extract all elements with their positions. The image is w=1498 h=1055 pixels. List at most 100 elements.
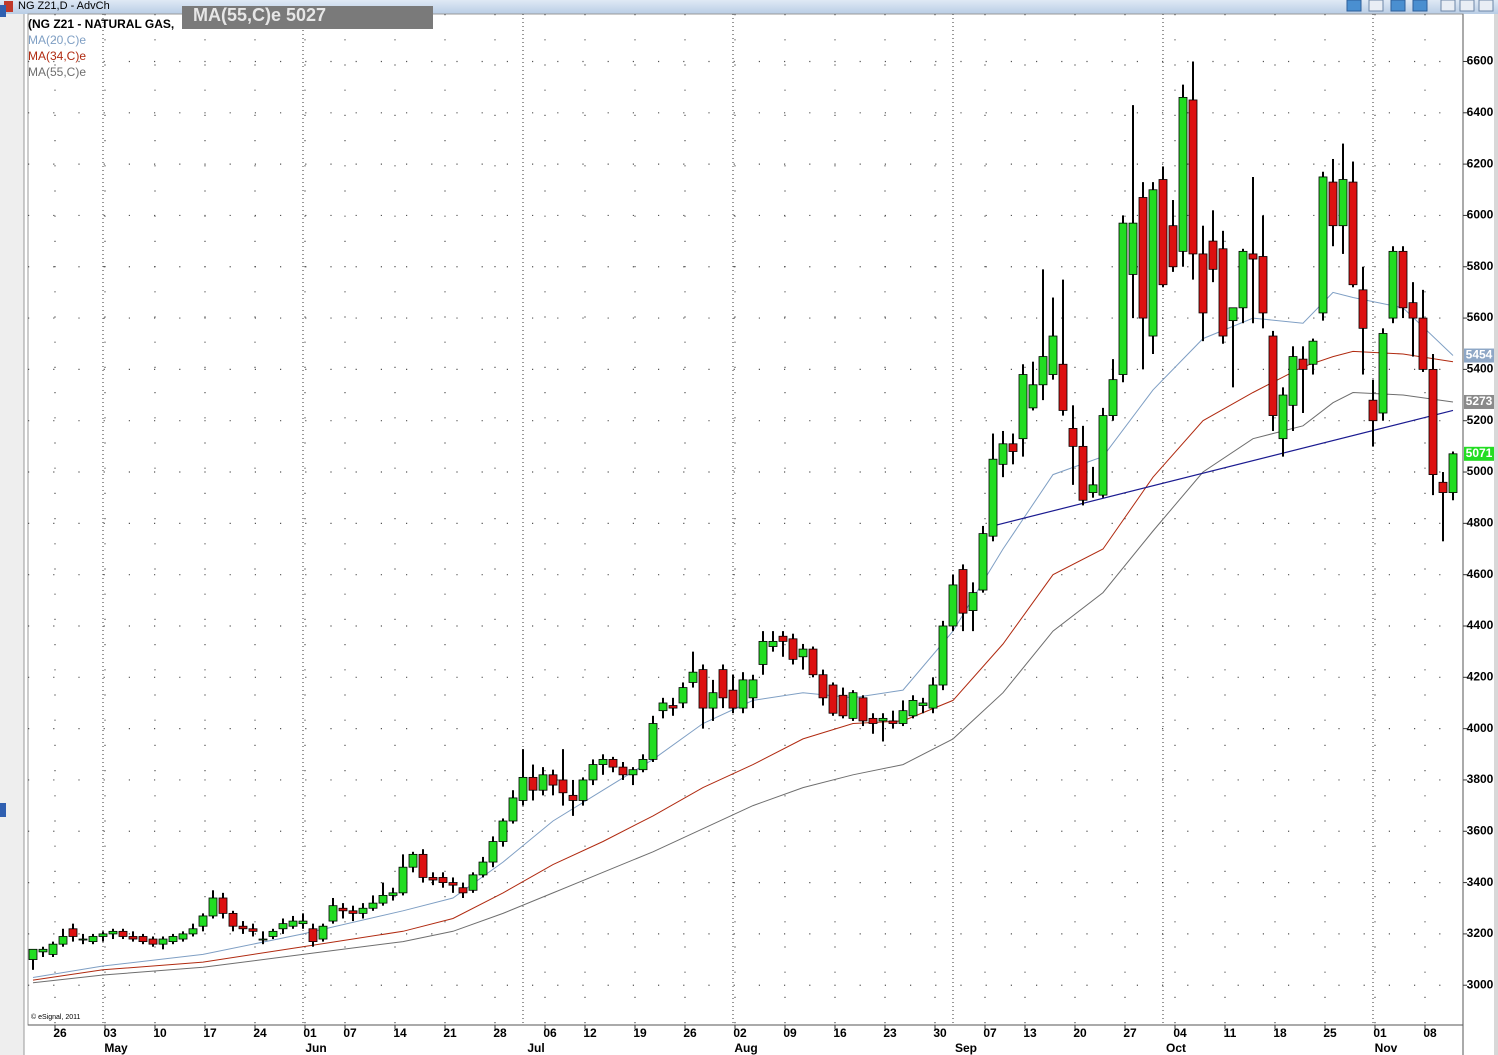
- y-tick-label: 4800: [1467, 516, 1494, 530]
- month-label: Nov: [1375, 1041, 1398, 1055]
- candle-body: [1048, 335, 1058, 375]
- app-icon: [4, 1, 13, 12]
- candle-body: [778, 635, 788, 642]
- candle-body: [1008, 443, 1018, 452]
- candle-body: [818, 674, 828, 699]
- last-value-label: 5454: [1466, 348, 1493, 362]
- overlay-box: [182, 6, 433, 29]
- button[interactable]: [1346, 0, 1362, 12]
- button[interactable]: [1440, 0, 1456, 12]
- candle-body: [868, 717, 878, 724]
- candle-body: [218, 897, 228, 914]
- marks: [28, 61, 1458, 984]
- month-label: Jun: [305, 1041, 326, 1055]
- candle-body: [928, 684, 938, 709]
- x-tick-label: 20: [1073, 1026, 1087, 1040]
- candle-body: [88, 936, 98, 943]
- candle-body: [1278, 394, 1288, 440]
- x-tick-label: 07: [343, 1026, 357, 1040]
- candle-body: [748, 679, 758, 699]
- last-value-label: 5273: [1466, 394, 1493, 408]
- candle-body: [48, 943, 58, 955]
- last-value-label: 5071: [1466, 446, 1493, 460]
- candle-body: [968, 592, 978, 611]
- candle-body: [1358, 289, 1368, 329]
- candle-body: [618, 766, 628, 776]
- candle-body: [458, 887, 468, 894]
- button[interactable]: [1478, 0, 1494, 12]
- candle-body: [1408, 302, 1418, 319]
- candle-body: [998, 443, 1008, 465]
- button[interactable]: [1390, 0, 1406, 12]
- candle-body: [408, 853, 418, 868]
- candle-body: [688, 671, 698, 683]
- candle-body: [1118, 222, 1128, 375]
- y-tick-label: 4200: [1467, 669, 1494, 683]
- x-tick-label: 21: [443, 1026, 457, 1040]
- candle-body: [428, 877, 438, 881]
- candle-body: [638, 759, 648, 771]
- y-tick-label: 5200: [1467, 413, 1494, 427]
- x-tick-label: 03: [103, 1026, 117, 1040]
- y-tick-label: 4600: [1467, 567, 1494, 581]
- candle-body: [1198, 253, 1208, 314]
- candle-body: [468, 874, 478, 891]
- candle-body: [1088, 484, 1098, 493]
- month-label: Sep: [955, 1041, 977, 1055]
- x-tick-label: 26: [53, 1026, 67, 1040]
- x-tick-label: 07: [983, 1026, 997, 1040]
- candle-body: [548, 774, 558, 786]
- candle-body: [128, 936, 138, 940]
- candle-body: [1258, 256, 1268, 314]
- candle-body: [448, 882, 458, 886]
- candle-body: [28, 948, 38, 960]
- candle-body: [508, 797, 518, 822]
- candle-body: [488, 841, 498, 863]
- candle-body: [848, 692, 858, 719]
- candle-body: [568, 794, 578, 801]
- trend-line: [992, 409, 1454, 527]
- candle-body: [608, 759, 618, 768]
- candle-body: [1378, 333, 1388, 414]
- candle-body: [1428, 368, 1438, 475]
- candle-body: [518, 776, 528, 801]
- y-tick-label: 3200: [1467, 926, 1494, 940]
- x-tick-label: 08: [1423, 1026, 1437, 1040]
- x-tick-label: 28: [493, 1026, 507, 1040]
- candle-body: [248, 928, 258, 932]
- x-tick-label: 19: [633, 1026, 647, 1040]
- candle-body: [1058, 363, 1068, 411]
- candle-body: [718, 669, 728, 699]
- last-value-badge: [1464, 348, 1494, 363]
- axes: 3000 3200 3400 3600 3800 4000 4200 4400 4600 4800…: [53, 54, 1494, 1055]
- candle-body: [278, 923, 288, 930]
- y-tick-label: 3600: [1467, 823, 1494, 837]
- x-tick-label: 09: [783, 1026, 797, 1040]
- candle-body: [628, 769, 638, 776]
- month-label: Jul: [527, 1041, 544, 1055]
- button[interactable]: [1368, 0, 1384, 12]
- x-tick-label: 12: [583, 1026, 597, 1040]
- legend-entry: MA(55,C)e: [28, 65, 86, 79]
- candle-body: [988, 458, 998, 537]
- candle-body: [668, 705, 678, 709]
- candle-body: [38, 948, 48, 953]
- candle-body: [1328, 181, 1338, 227]
- button[interactable]: [1459, 0, 1475, 12]
- candle-body: [1308, 340, 1318, 365]
- candle-body: [898, 710, 908, 724]
- x-tick-label: 10: [153, 1026, 167, 1040]
- candle-body: [168, 936, 178, 943]
- candle-body: [138, 936, 148, 943]
- candle-body: [1398, 250, 1408, 309]
- candle-body: [1038, 356, 1048, 386]
- candle-body: [1318, 176, 1328, 314]
- x-tick-label: 01: [303, 1026, 317, 1040]
- candle-body: [1218, 248, 1228, 337]
- candle-body: [1078, 445, 1088, 501]
- candle-body: [398, 866, 408, 894]
- candle-body: [68, 928, 78, 937]
- button[interactable]: [1412, 0, 1428, 12]
- candle-body: [478, 861, 488, 876]
- candle-body: [768, 640, 778, 647]
